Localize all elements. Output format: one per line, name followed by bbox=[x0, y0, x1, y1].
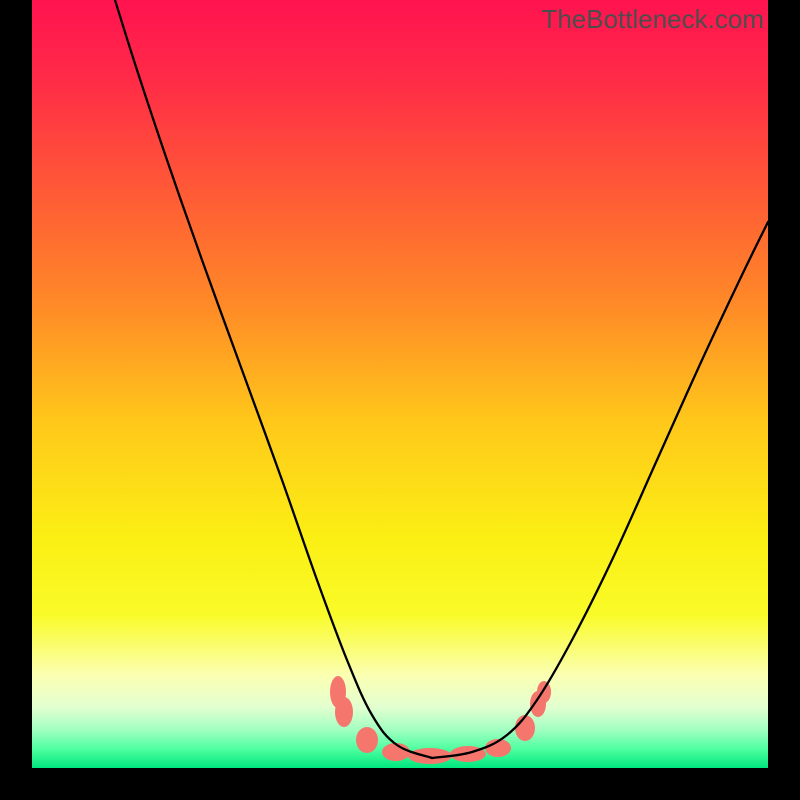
plot-area bbox=[32, 0, 768, 768]
marker-point bbox=[382, 743, 410, 761]
chart-frame: TheBottleneck.com bbox=[0, 0, 800, 800]
marker-point bbox=[335, 697, 353, 727]
border-right bbox=[768, 0, 800, 800]
border-left bbox=[0, 0, 32, 800]
curve-left bbox=[115, 0, 432, 758]
marker-point bbox=[356, 727, 378, 753]
chart-svg bbox=[32, 0, 768, 768]
curve-right bbox=[432, 222, 768, 758]
watermark-text: TheBottleneck.com bbox=[541, 4, 764, 35]
marker-point bbox=[515, 715, 535, 741]
marker-point bbox=[537, 681, 551, 703]
border-bottom bbox=[0, 768, 800, 800]
